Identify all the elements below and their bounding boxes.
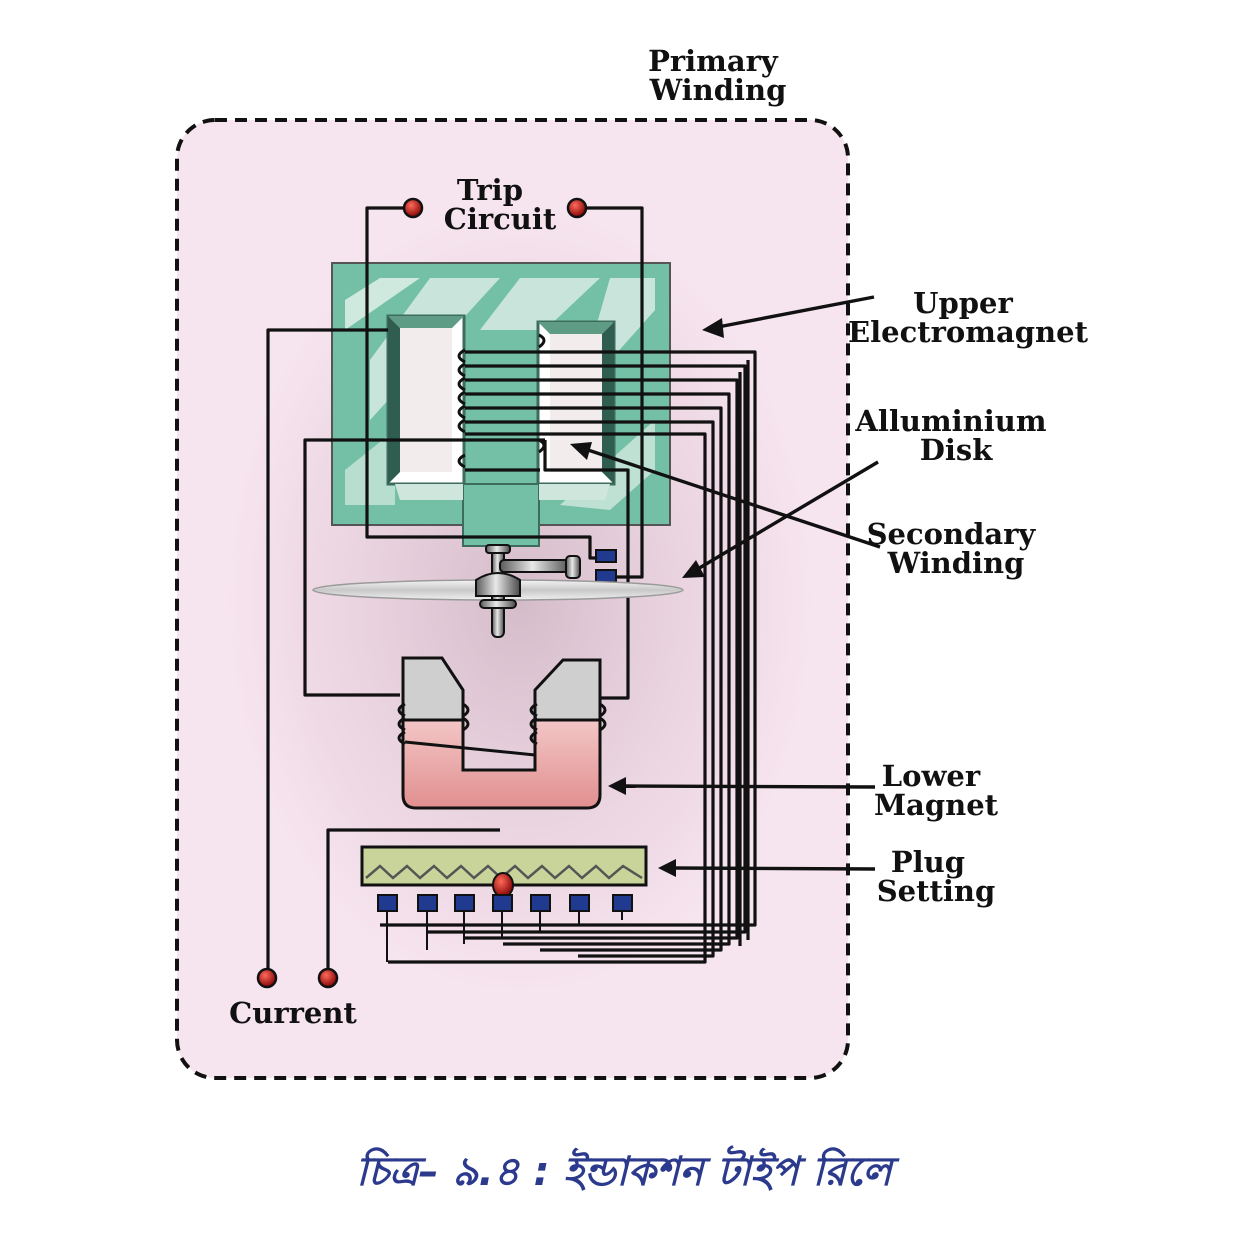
primary-winding-leads	[380, 350, 757, 964]
label-primary-winding: Primary Winding	[648, 44, 788, 107]
figure-caption: চিত্র– ৯.৪ : ইন্ডাকশন টাইপ রিলে	[356, 1145, 900, 1195]
moving-contact-arm	[499, 559, 573, 573]
trip-contact-upper	[595, 549, 617, 563]
trip-contact-lower	[595, 569, 617, 583]
plug-tap[interactable]	[569, 894, 590, 912]
plug-tap[interactable]	[417, 894, 438, 912]
label-aluminium-disk: Alluminium Disk	[854, 404, 1056, 467]
label-current: Current	[229, 996, 357, 1030]
trip-terminal-right[interactable]	[566, 197, 588, 219]
plug-tap[interactable]	[377, 894, 398, 912]
plug-setting	[360, 845, 648, 962]
secondary-winding-wire	[303, 438, 630, 700]
label-secondary-winding: Secondary Winding	[867, 517, 1046, 580]
current-terminal-right[interactable]	[317, 967, 339, 989]
label-trip-circuit: Trip Circuit	[444, 173, 557, 236]
plug-tap[interactable]	[454, 894, 475, 912]
plug-tap[interactable]	[492, 894, 513, 912]
current-terminal-left[interactable]	[256, 967, 278, 989]
label-arrows	[570, 295, 881, 877]
label-lower-magnet: Lower Magnet	[874, 759, 999, 822]
label-upper-electromagnet: Upper Electromagnet	[848, 286, 1089, 349]
lower-magnet	[397, 656, 607, 810]
upper-electromagnet	[331, 262, 671, 547]
plug-tap[interactable]	[530, 894, 551, 912]
aluminium-disk-assembly	[312, 544, 684, 638]
trip-terminal-left[interactable]	[402, 197, 424, 219]
plug-tap[interactable]	[612, 894, 633, 912]
trip-circuit-wires	[365, 197, 644, 579]
plug-pin[interactable]	[492, 872, 514, 898]
label-plug-setting: Plug Setting	[877, 845, 996, 908]
current-wires	[266, 328, 500, 978]
